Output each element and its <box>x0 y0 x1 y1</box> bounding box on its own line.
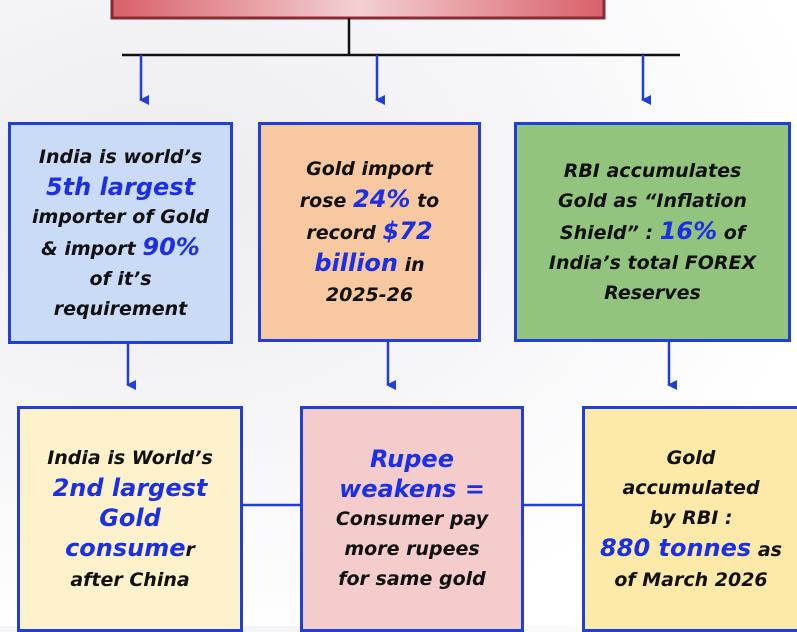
text-line: billion in <box>314 248 424 280</box>
text: 2025-26 <box>325 284 414 306</box>
text: & import <box>41 238 143 260</box>
text: 5th largest <box>45 173 196 201</box>
text: 16% <box>659 217 718 245</box>
text: as <box>751 539 782 561</box>
text: $72 <box>382 217 433 245</box>
box: India is World’s 2nd largest Gold consum… <box>17 406 243 632</box>
box: India is world’s 5th largest importer of… <box>8 122 233 344</box>
text: India is world’s <box>38 146 203 168</box>
text-line: 880 tonnes as <box>600 533 782 565</box>
text: to <box>410 190 440 212</box>
tree-lines <box>122 18 680 57</box>
text: of <box>717 222 746 244</box>
text: for same gold <box>338 568 486 590</box>
text: rose <box>299 190 353 212</box>
text: Gold <box>666 447 716 469</box>
text: 2nd largest <box>52 474 208 502</box>
top-box <box>110 0 606 20</box>
box: Rupee weakens = Consumer pay more rupees… <box>300 406 524 632</box>
text: Consumer pay <box>335 508 489 530</box>
text: Rupee <box>370 445 454 473</box>
text: weakens = <box>339 475 485 503</box>
text: accumulated <box>622 477 760 499</box>
text-line: Shield” : 16% of <box>560 216 745 248</box>
text: Gold import <box>306 158 433 180</box>
text: by RBI : <box>649 507 733 529</box>
text: record <box>306 222 383 244</box>
text: Reserves <box>604 282 701 304</box>
text-line: record $72 <box>306 216 432 248</box>
box: Gold import rose 24% to record $72 billi… <box>258 122 481 342</box>
text: r <box>185 539 195 561</box>
text: importer of Gold <box>32 206 209 228</box>
arrows <box>126 55 677 390</box>
text: India’s total FOREX <box>548 252 757 274</box>
text: 24% <box>353 185 411 213</box>
box: RBI accumulates Gold as “Inflation Shiel… <box>514 122 791 342</box>
text-line: consumer <box>65 533 195 565</box>
text: of March 2026 <box>614 569 768 591</box>
text: billion <box>314 249 398 277</box>
text: more rupees <box>344 538 480 560</box>
text: of it’s <box>89 268 152 290</box>
text: 880 tonnes <box>600 534 752 562</box>
text: requirement <box>53 298 188 320</box>
text: 90% <box>142 233 200 261</box>
text: Gold as “Inflation <box>558 190 747 212</box>
text: after China <box>70 569 190 591</box>
text: RBI accumulates <box>563 160 742 182</box>
box: Gold accumulated by RBI : 880 tonnes as … <box>582 406 797 632</box>
text-line: rose 24% to <box>300 184 439 216</box>
text: consume <box>65 534 186 562</box>
text-line: & import 90% <box>41 232 200 264</box>
text: India is World’s <box>47 447 213 469</box>
text: in <box>398 254 425 276</box>
text: Gold <box>99 504 161 532</box>
text: Shield” : <box>559 222 660 244</box>
